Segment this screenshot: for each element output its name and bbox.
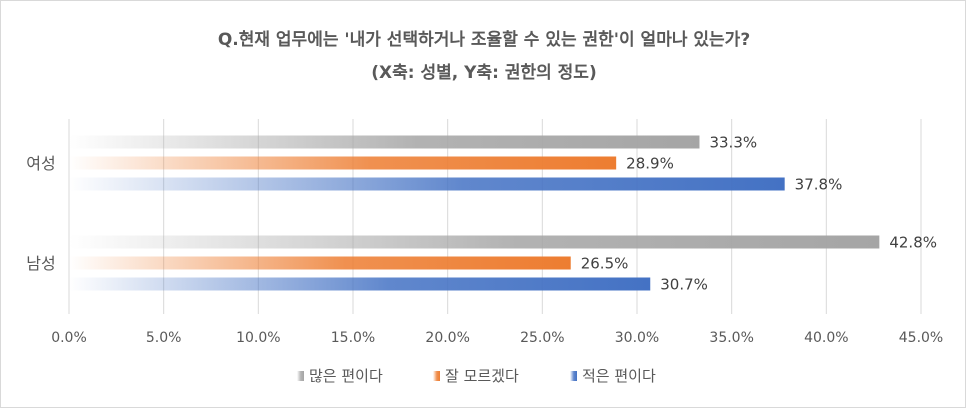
gridlines [68, 119, 922, 314]
x-tick-label: 45.0% [899, 330, 943, 346]
legend-label: 많은 편이다 [309, 367, 383, 385]
x-tick-label: 30.0% [615, 330, 659, 346]
category-label: 남성 [26, 254, 55, 273]
legend-swatch [297, 371, 304, 381]
chart-title: Q.현재 업무에는 '내가 선택하거나 조율할 수 있는 권한'이 얼마나 있는… [218, 30, 750, 50]
legend-swatch [570, 371, 577, 381]
chart-subtitle: (X축: 성별, Y축: 권한의 정도) [371, 63, 596, 83]
bar [69, 177, 785, 191]
bar [69, 235, 880, 249]
bar [69, 135, 700, 149]
bar [69, 156, 617, 170]
legend-label: 잘 모르겠다 [445, 367, 519, 385]
bar [69, 277, 651, 291]
x-tick-label: 35.0% [709, 330, 753, 346]
data-labels: 33.3% 28.9% 37.8% 42.8% 26.5% 30.7% [581, 134, 937, 294]
x-tick-label: 10.0% [236, 330, 280, 346]
x-tick-label: 15.0% [331, 330, 375, 346]
data-label: 28.9% [626, 155, 674, 173]
x-tick-label: 40.0% [804, 330, 848, 346]
legend: 많은 편이다 잘 모르겠다 적은 편이다 [297, 367, 656, 385]
bars [69, 135, 880, 291]
bar [69, 256, 571, 270]
x-tick-label: 25.0% [520, 330, 564, 346]
x-tick-label: 20.0% [425, 330, 469, 346]
legend-label: 적은 편이다 [582, 367, 656, 385]
x-tick-label: 0.0% [51, 330, 87, 346]
axes: 0.0% 5.0% 10.0% 15.0% 20.0% 25.0% 30.0% 35.0% 40… [26, 154, 943, 346]
data-label: 42.8% [889, 234, 937, 252]
legend-swatch [433, 371, 440, 381]
data-label: 30.7% [660, 276, 708, 294]
category-label: 여성 [26, 154, 55, 173]
x-tick-label: 5.0% [146, 330, 182, 346]
data-label: 26.5% [581, 255, 629, 273]
data-label: 33.3% [709, 134, 757, 152]
data-label: 37.8% [795, 176, 843, 194]
